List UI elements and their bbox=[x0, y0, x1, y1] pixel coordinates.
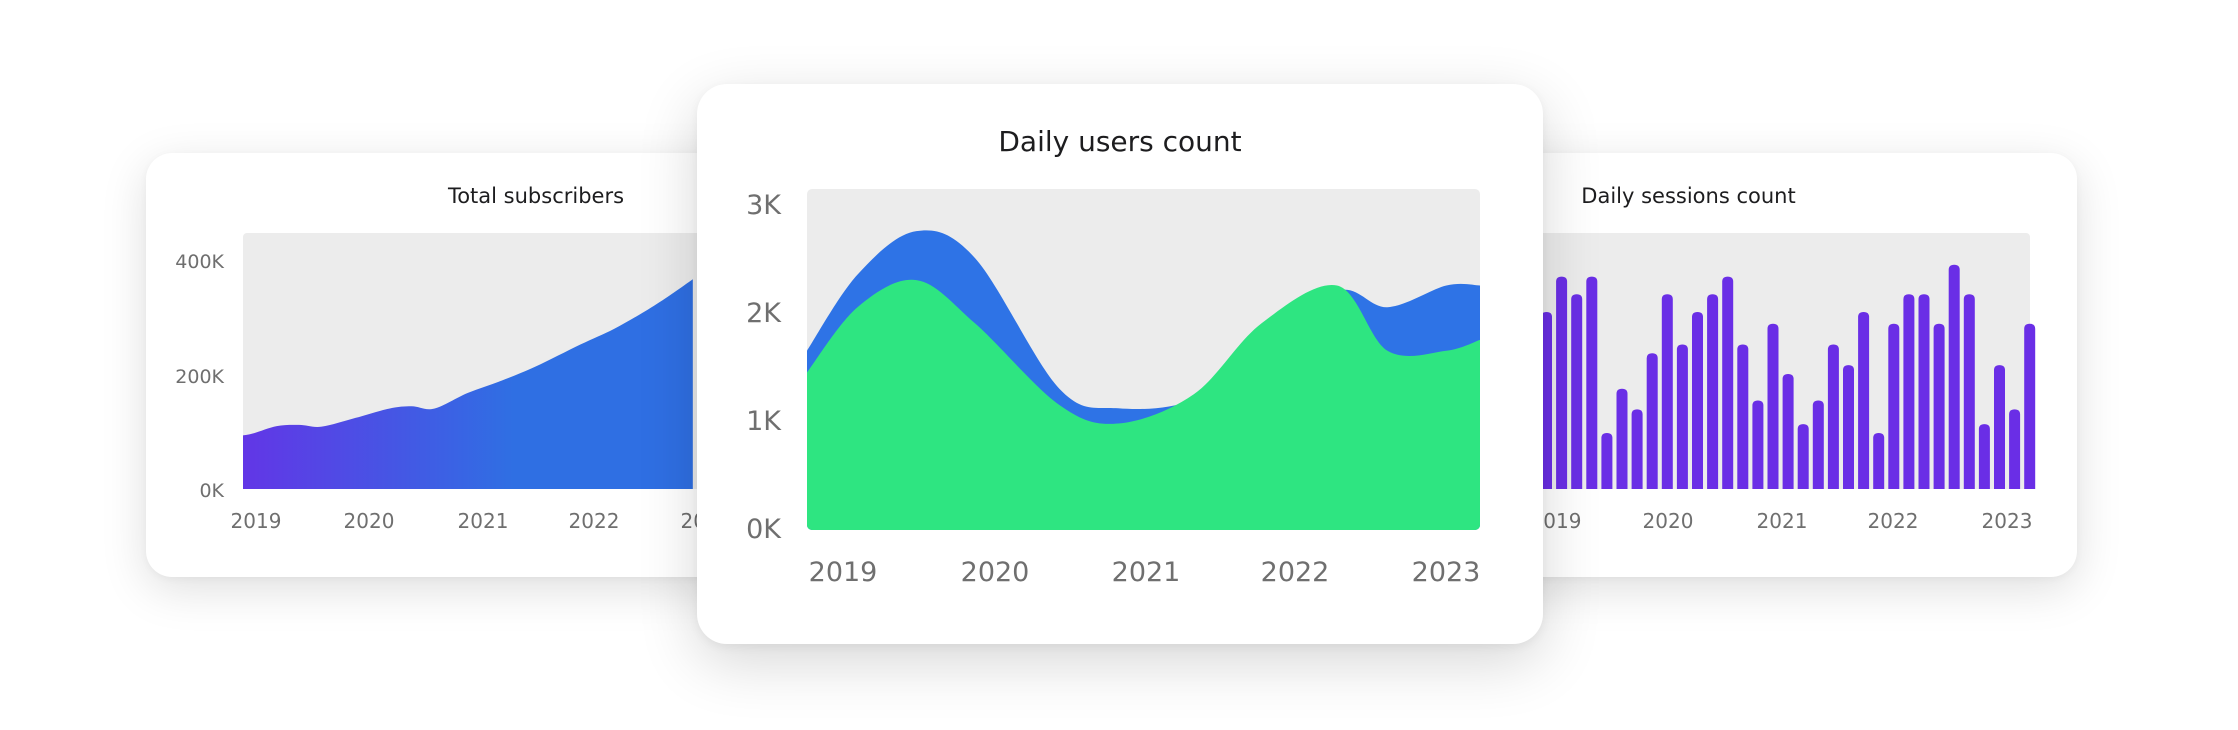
bar bbox=[1994, 365, 2005, 489]
daily-users-card: Daily users count 3K 2K 1K 0K 2019 2020 2021 20… bbox=[697, 84, 1543, 644]
y-tick-label: 1K bbox=[746, 406, 782, 437]
bar bbox=[1963, 294, 1975, 489]
bar bbox=[1858, 312, 1870, 489]
x-tick-label: 2022 bbox=[569, 509, 620, 533]
bar bbox=[1541, 312, 1552, 489]
bar bbox=[1556, 276, 1568, 489]
chart-title: Total subscribers bbox=[447, 184, 625, 208]
bar bbox=[1797, 424, 1809, 489]
bar bbox=[1827, 344, 1839, 489]
bar bbox=[1918, 294, 1930, 489]
bar bbox=[1707, 294, 1719, 489]
x-tick-label: 2022 bbox=[1261, 557, 1330, 588]
bar bbox=[1601, 432, 1613, 489]
x-tick-label: 2023 bbox=[1982, 509, 2033, 533]
chart-title: Daily sessions count bbox=[1581, 184, 1796, 208]
bar bbox=[1571, 294, 1583, 489]
bar bbox=[1631, 409, 1643, 489]
series-area-green bbox=[807, 279, 1480, 530]
x-tick-label: 2019 bbox=[809, 557, 878, 588]
x-tick-label: 2020 bbox=[344, 509, 395, 533]
x-tick-label: 2021 bbox=[1112, 557, 1181, 588]
x-tick-label: 2020 bbox=[961, 557, 1030, 588]
bar bbox=[1737, 344, 1749, 489]
bar bbox=[1978, 424, 1990, 489]
bar bbox=[1616, 388, 1628, 489]
bar bbox=[1692, 312, 1703, 489]
x-tick-label: 2021 bbox=[458, 509, 509, 533]
bar bbox=[1586, 276, 1598, 489]
y-tick-label: 200K bbox=[175, 366, 224, 388]
y-tick-label: 0K bbox=[199, 480, 224, 502]
y-tick-label: 400K bbox=[175, 251, 224, 273]
bar bbox=[1843, 365, 1854, 489]
x-tick-label: 2019 bbox=[231, 509, 282, 533]
x-tick-label: 2023 bbox=[1412, 557, 1481, 588]
bar bbox=[1752, 400, 1764, 489]
x-tick-label: 2021 bbox=[1757, 509, 1808, 533]
bar bbox=[2024, 323, 2036, 489]
bar bbox=[1812, 400, 1824, 489]
bar bbox=[1933, 323, 1945, 489]
y-tick-label: 3K bbox=[746, 190, 782, 221]
bar bbox=[1722, 276, 1734, 489]
bar bbox=[1888, 323, 1900, 489]
bar bbox=[1661, 294, 1673, 489]
bar bbox=[2009, 409, 2021, 489]
x-tick-label: 2022 bbox=[1868, 509, 1919, 533]
bar bbox=[1767, 323, 1779, 489]
daily-users-chart: 3K 2K 1K 0K 2019 2020 2021 2022 2023 bbox=[746, 189, 1481, 588]
y-tick-label: 0K bbox=[746, 514, 782, 545]
bar bbox=[1948, 264, 1960, 489]
x-tick-label: 2020 bbox=[1643, 509, 1694, 533]
series-area bbox=[243, 279, 693, 489]
chart-title: Daily users count bbox=[998, 125, 1242, 158]
bar bbox=[1676, 344, 1688, 489]
y-tick-label: 2K bbox=[746, 298, 782, 329]
bar bbox=[1646, 353, 1658, 489]
bar bbox=[1782, 373, 1794, 489]
bar bbox=[1873, 432, 1885, 489]
bar bbox=[1903, 294, 1915, 489]
